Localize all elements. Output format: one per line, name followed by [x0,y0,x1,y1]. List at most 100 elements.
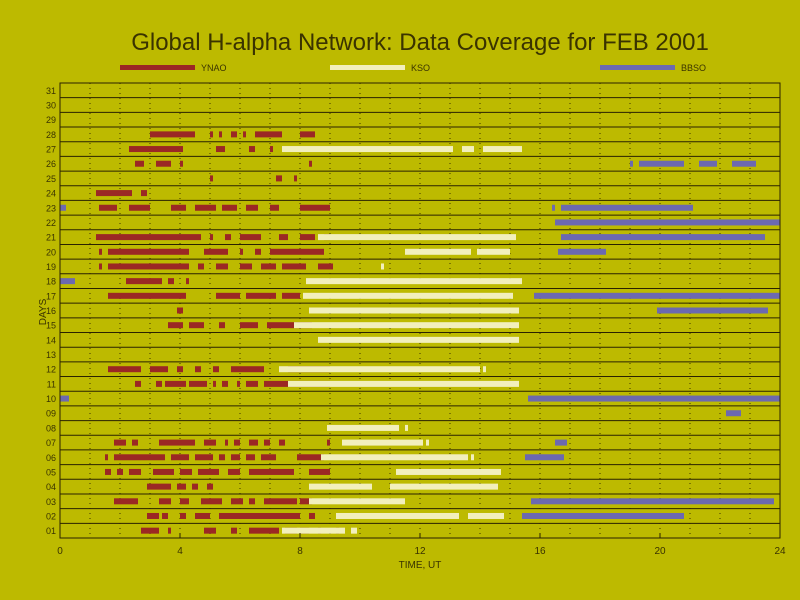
coverage-bar-ynao [99,263,102,270]
coverage-bar-bbso [630,160,633,167]
coverage-bar-ynao [219,131,222,138]
y-tick-label: 26 [46,159,56,169]
coverage-bar-kso [351,527,357,534]
y-tick-label: 17 [46,291,56,301]
coverage-bar-ynao [150,131,195,138]
coverage-bar-kso [309,498,405,505]
coverage-bar-ynao [210,175,213,182]
coverage-bar-ynao [192,483,198,490]
coverage-bar-ynao [231,454,240,461]
coverage-bar-kso [462,146,474,153]
coverage-bar-bbso [657,307,768,314]
coverage-bar-ynao [219,512,300,519]
coverage-bar-ynao [225,439,228,446]
coverage-bar-kso [483,366,486,373]
coverage-bar-ynao [129,146,183,153]
coverage-bar-ynao [126,278,162,285]
coverage-bar-ynao [108,292,186,299]
y-tick-label: 22 [46,218,56,228]
coverage-bar-ynao [189,322,204,329]
coverage-bar-ynao [216,292,240,299]
coverage-bar-bbso [525,454,564,461]
coverage-bar-ynao [114,454,165,461]
coverage-bar-ynao [162,512,168,519]
coverage-bar-ynao [171,454,189,461]
coverage-bar-ynao [249,146,255,153]
coverage-bar-ynao [207,483,213,490]
legend-swatch-bbso [600,65,675,70]
coverage-bar-ynao [216,146,225,153]
coverage-bar-kso [483,146,522,153]
coverage-bar-ynao [282,263,306,270]
coverage-bar-ynao [246,292,276,299]
coverage-bar-ynao [279,439,285,446]
y-tick-label: 24 [46,189,56,199]
coverage-bar-bbso [732,160,756,167]
coverage-bar-ynao [231,366,264,373]
coverage-bar-ynao [195,512,210,519]
coverage-bar-ynao [327,439,330,446]
coverage-bar-ynao [156,380,162,387]
coverage-bar-ynao [105,468,111,475]
coverage-bar-ynao [231,131,237,138]
coverage-bar-ynao [129,468,141,475]
coverage-bar-ynao [276,175,282,182]
y-tick-label: 06 [46,453,56,463]
y-tick-label: 02 [46,511,56,521]
coverage-bar-bbso [699,160,717,167]
coverage-bar-kso [405,248,471,255]
coverage-bar-kso [282,146,453,153]
y-tick-label: 19 [46,262,56,272]
coverage-bar-ynao [240,263,252,270]
y-tick-label: 14 [46,335,56,345]
coverage-bar-ynao [195,366,201,373]
coverage-bar-ynao [189,380,207,387]
coverage-bar-ynao [294,175,297,182]
coverage-bar-ynao [249,498,255,505]
coverage-bar-ynao [132,439,138,446]
coverage-bar-bbso [528,395,780,402]
y-tick-label: 09 [46,409,56,419]
y-tick-label: 18 [46,277,56,287]
coverage-bar-ynao [240,248,243,255]
coverage-bar-ynao [96,234,201,241]
x-tick-label: 16 [534,546,546,557]
coverage-bar-ynao [147,483,171,490]
coverage-bar-ynao [210,234,213,241]
coverage-bar-ynao [141,527,159,534]
coverage-bar-ynao [309,512,315,519]
coverage-bar-ynao [261,454,276,461]
x-tick-label: 12 [414,546,426,557]
x-tick-label: 24 [774,546,786,557]
coverage-bar-ynao [114,439,126,446]
coverage-bar-ynao [249,439,258,446]
coverage-bar-ynao [153,468,174,475]
coverage-bar-bbso [726,410,741,417]
legend-label-bbso: BBSO [681,63,706,73]
y-tick-label: 23 [46,203,56,213]
coverage-bar-ynao [99,204,117,211]
coverage-bar-kso [405,424,408,431]
coverage-bar-ynao [204,527,216,534]
coverage-bar-ynao [270,146,273,153]
y-tick-label: 21 [46,233,56,243]
coverage-bar-ynao [141,190,147,197]
coverage-bar-ynao [222,204,237,211]
coverage-bar-kso [309,307,519,314]
coverage-bar-ynao [108,248,189,255]
coverage-bar-ynao [108,263,189,270]
coverage-bar-ynao [240,322,258,329]
coverage-bar-ynao [177,307,183,314]
coverage-bar-bbso [60,395,69,402]
coverage-bar-ynao [249,527,279,534]
coverage-bar-kso [303,292,513,299]
coverage-bar-ynao [300,131,315,138]
coverage-bar-bbso [555,439,567,446]
coverage-bar-ynao [246,454,255,461]
coverage-bar-kso [381,263,384,270]
coverage-bar-kso [390,483,498,490]
coverage-bar-kso [477,248,510,255]
x-axis-ticks: 0 4 8 12 16 20 24 [57,533,786,557]
y-tick-label: 29 [46,115,56,125]
